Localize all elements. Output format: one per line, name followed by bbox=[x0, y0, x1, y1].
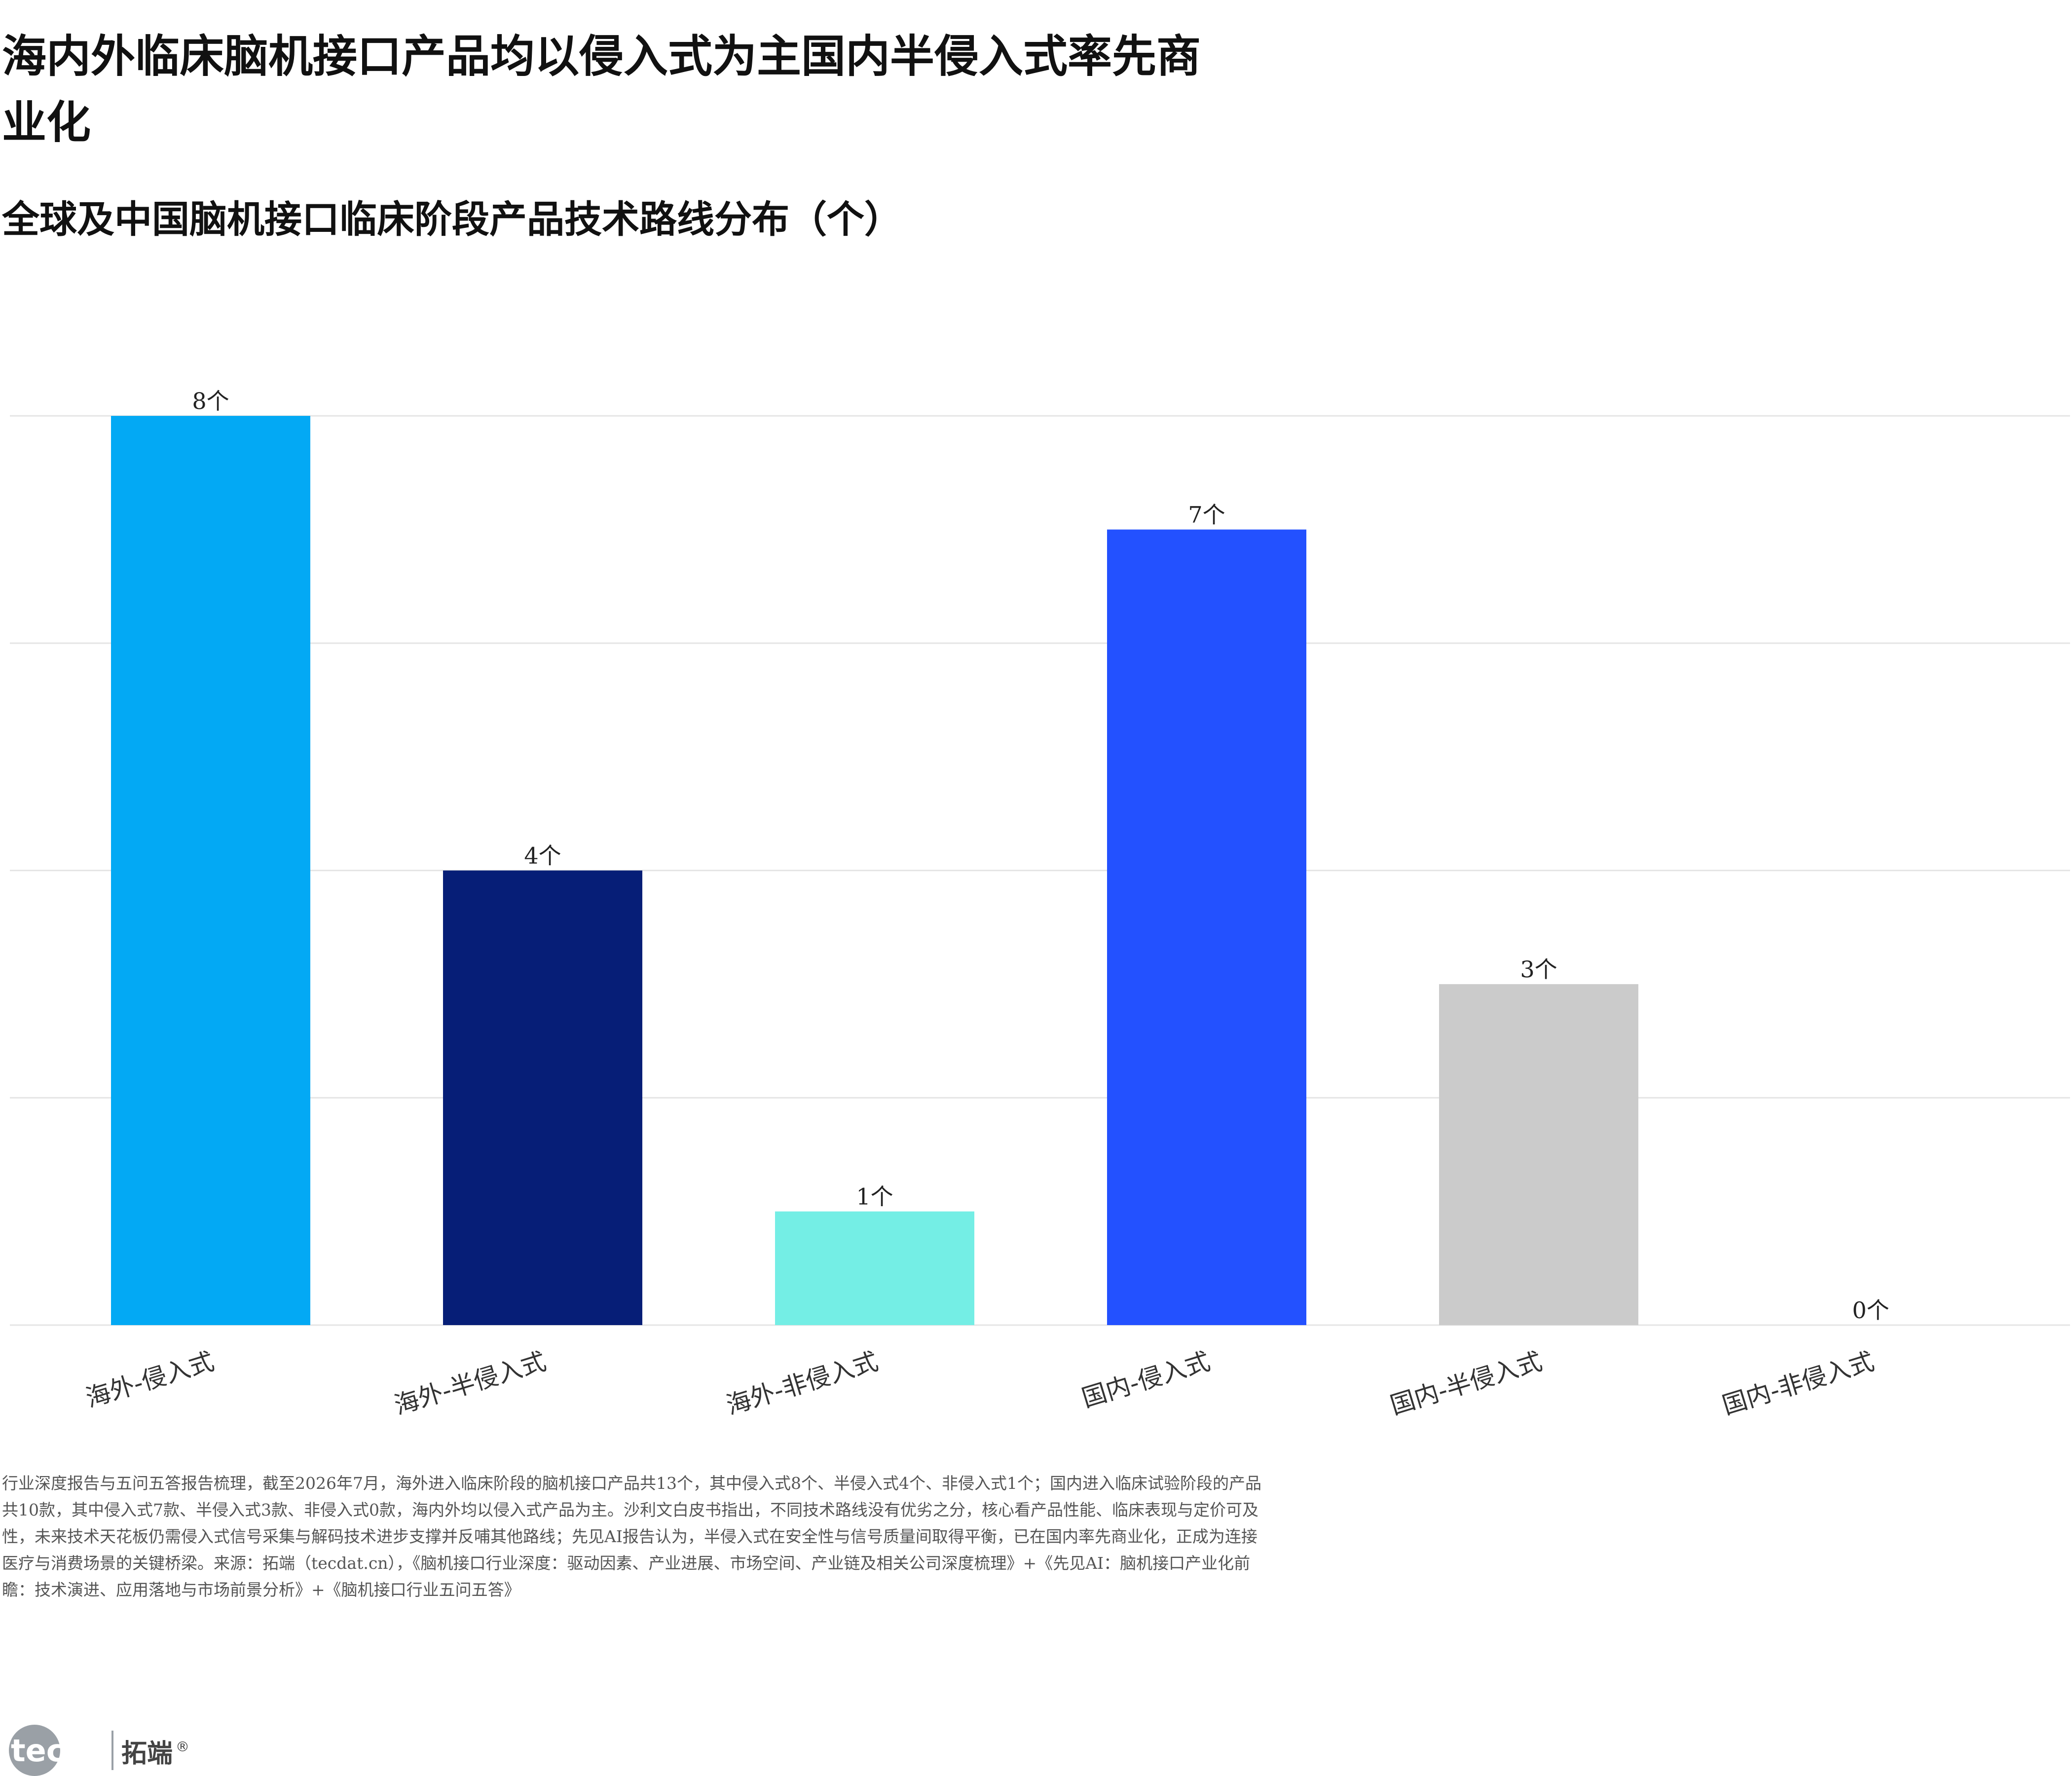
chart-subtitle: 全球及中国脑机接口临床阶段产品技术路线分布（个） bbox=[2, 197, 902, 241]
data-labels: 8个 4个 1个 7个 3个 0个 bbox=[192, 388, 1889, 1324]
gridlines bbox=[10, 415, 2070, 1326]
data-label: 4个 bbox=[524, 843, 561, 869]
logo-text-en: tecdat bbox=[11, 1733, 121, 1769]
bar bbox=[775, 1211, 974, 1325]
x-axis-tick-labels: 海外-侵入式 海外-半侵入式 海外-非侵入式 国内-侵入式 国内-半侵入式 国内-非侵入式 bbox=[82, 1347, 1877, 1420]
footnote: 行业深度报告与五问五答报告梳理，截至2026年7月，海外进入临床阶段的脑机接口产… bbox=[2, 1474, 1261, 1599]
x-tick-label: 海外-半侵入式 bbox=[391, 1347, 549, 1420]
bar bbox=[111, 416, 310, 1325]
data-label: 1个 bbox=[856, 1184, 893, 1210]
bar bbox=[1439, 984, 1638, 1325]
logo-text-cn: 拓端 bbox=[121, 1739, 173, 1769]
data-label: 8个 bbox=[192, 388, 229, 414]
data-label: 7个 bbox=[1188, 501, 1225, 528]
logo-circle-icon bbox=[9, 1725, 60, 1776]
bar-chart: 8个 4个 1个 7个 3个 0个 海外-侵入式 海外-半侵入式 海外-非侵入式 国内-侵入式 国… bbox=[10, 388, 2070, 1420]
x-tick-label: 国内-半侵入式 bbox=[1387, 1347, 1545, 1420]
x-tick-label: 海外-侵入式 bbox=[82, 1347, 217, 1413]
tecdat-logo: tecdat 拓端 ® bbox=[9, 1725, 189, 1776]
bars bbox=[111, 416, 1638, 1325]
logo-registered-mark: ® bbox=[176, 1739, 189, 1755]
bar bbox=[443, 870, 642, 1325]
x-tick-label: 国内-非侵入式 bbox=[1719, 1347, 1877, 1420]
x-tick-label: 国内-侵入式 bbox=[1078, 1347, 1213, 1413]
x-tick-label: 海外-非侵入式 bbox=[723, 1347, 881, 1420]
page-title: 海内外临床脑机接口产品均以侵入式为主国内半侵入式率先商业化 bbox=[2, 31, 1201, 148]
data-label: 3个 bbox=[1520, 956, 1557, 983]
data-label: 0个 bbox=[1852, 1297, 1889, 1324]
bar bbox=[1107, 529, 1306, 1325]
